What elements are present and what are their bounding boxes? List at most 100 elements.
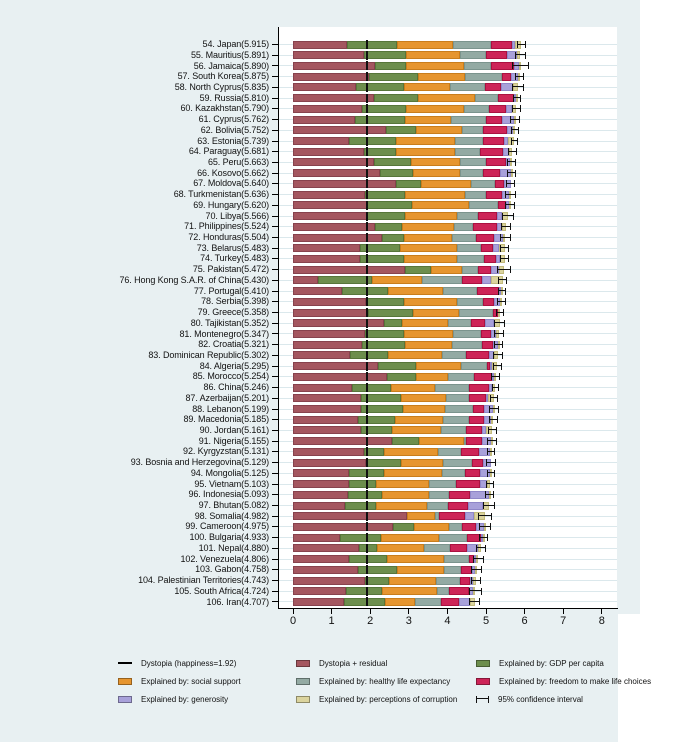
bar-segment-social-support [387, 555, 444, 564]
bar-segment-freedom [482, 340, 494, 349]
stacked-bar [293, 555, 479, 564]
dystopia-benchmark-marker [366, 340, 369, 350]
y-axis-tick [272, 54, 278, 56]
bar-segment-dystopia-residual [293, 158, 374, 167]
y-axis-tick [272, 408, 278, 410]
ci-errorbar [493, 341, 503, 349]
legend-swatch [476, 677, 490, 685]
bar-segment-freedom [469, 415, 485, 424]
bar-segment-healthy-life-expectancy [429, 480, 457, 489]
bar-segment-gdp-per-capita [392, 522, 414, 531]
bar-segment-generosity [497, 212, 502, 221]
stacked-bar [293, 254, 505, 263]
bar-segment-corruption [490, 437, 493, 446]
bar-row: 72. Honduras(5.504) [0, 232, 640, 243]
legend-label: Explained by: generosity [141, 694, 229, 704]
y-axis-tick [272, 333, 278, 335]
bar-segment-freedom [478, 265, 492, 274]
y-axis-tick [272, 397, 278, 399]
bar-segment-gdp-per-capita [357, 415, 395, 424]
bar-segment-corruption [494, 351, 498, 360]
bar-segment-dystopia-residual [293, 61, 375, 70]
bar-row: 61. Cyprus(5.762) [0, 114, 640, 125]
stacked-bar [293, 587, 476, 596]
bar-segment-generosity [482, 437, 491, 446]
bar-segment-healthy-life-expectancy [445, 394, 469, 403]
bar-segment-corruption [477, 544, 482, 553]
bar-segment-gdp-per-capita [359, 254, 405, 263]
bar-segment-freedom [481, 244, 493, 253]
x-tick-mark [524, 609, 526, 614]
bar-segment-gdp-per-capita [366, 212, 405, 221]
country-label: 79. Greece(5.358) [197, 307, 269, 318]
bar-segment-corruption [486, 426, 493, 435]
bar-row: 75. Pakistan(5.472) [0, 264, 640, 275]
bar-row: 92. Kyrgyzstan(5.131) [0, 446, 640, 458]
stacked-bar [293, 394, 495, 403]
bar-segment-social-support [396, 147, 455, 156]
dystopia-benchmark-marker [366, 104, 369, 114]
bar-segment-dystopia-residual [293, 533, 341, 542]
bar-segment-gdp-per-capita [345, 587, 383, 596]
country-label: 95. Vietnam(5.103) [194, 478, 269, 489]
ci-errorbar [505, 201, 515, 209]
dystopia-benchmark-marker [366, 147, 369, 157]
bar-segment-healthy-life-expectancy [442, 469, 465, 478]
bar-segment-dystopia-residual [293, 233, 383, 242]
bar-segment-healthy-life-expectancy [462, 126, 484, 135]
bar-row: 106. Iran(4.707) [0, 597, 640, 608]
bar-segment-freedom [461, 447, 480, 456]
bar-segment-gdp-per-capita [369, 72, 419, 81]
ci-errorbar [489, 394, 498, 402]
x-tick-label: 2 [367, 615, 374, 627]
stacked-bar [293, 83, 519, 92]
bar-segment-social-support [413, 169, 461, 178]
bar-segment-dystopia-residual [293, 222, 375, 231]
bar-segment-social-support [400, 458, 443, 467]
bar-segment-healthy-life-expectancy [443, 555, 470, 564]
y-axis-tick [272, 269, 278, 271]
stacked-bar [293, 126, 515, 135]
bar-segment-corruption [509, 158, 512, 167]
bar-segment-social-support [420, 179, 472, 188]
bar-segment-gdp-per-capita [364, 576, 390, 585]
bar-segment-healthy-life-expectancy [438, 447, 462, 456]
bar-segment-gdp-per-capita [364, 147, 397, 156]
bar-segment-social-support [412, 308, 460, 317]
bar-segment-healthy-life-expectancy [469, 201, 499, 210]
bar-segment-generosity [491, 265, 500, 274]
bar-segment-freedom [449, 587, 470, 596]
dystopia-benchmark-marker [366, 243, 369, 253]
bar-segment-gdp-per-capita [380, 169, 413, 178]
bar-row: 81. Montenegro(5.347) [0, 329, 640, 340]
ci-errorbar [479, 523, 491, 531]
bar-segment-gdp-per-capita [356, 83, 404, 92]
bar-row: 97. Bhutan(5.082) [0, 500, 640, 511]
y-axis-tick [272, 172, 278, 174]
bar-segment-healthy-life-expectancy [452, 233, 476, 242]
bar-segment-social-support [400, 394, 446, 403]
ci-errorbar [470, 566, 483, 574]
dystopia-benchmark-marker [366, 447, 369, 457]
bar-row: 65. Peru(5.663) [0, 157, 640, 168]
bar-segment-freedom [485, 51, 508, 60]
y-axis-tick [272, 429, 278, 431]
bar-segment-corruption [487, 394, 495, 403]
country-label: 62. Bolivia(5.752) [200, 124, 269, 135]
bar-segment-dystopia-residual [293, 212, 367, 221]
bar-segment-healthy-life-expectancy [464, 190, 486, 199]
stacked-bar [293, 340, 500, 349]
country-label: 63. Estonia(5.739) [197, 135, 269, 146]
bar-segment-social-support [383, 469, 443, 478]
bar-segment-social-support [418, 437, 464, 446]
country-label: 58. North Cyprus(5.835) [174, 81, 269, 92]
bar-row: 55. Mauritius(5.891) [0, 50, 640, 61]
ci-errorbar [486, 469, 495, 477]
dystopia-benchmark-marker [366, 82, 369, 92]
bar-segment-freedom [447, 501, 469, 510]
bar-segment-healthy-life-expectancy [460, 169, 483, 178]
y-axis-tick [272, 151, 278, 153]
bar-segment-social-support [380, 533, 440, 542]
bar-segment-freedom [484, 83, 502, 92]
dystopia-benchmark-marker [366, 222, 369, 232]
